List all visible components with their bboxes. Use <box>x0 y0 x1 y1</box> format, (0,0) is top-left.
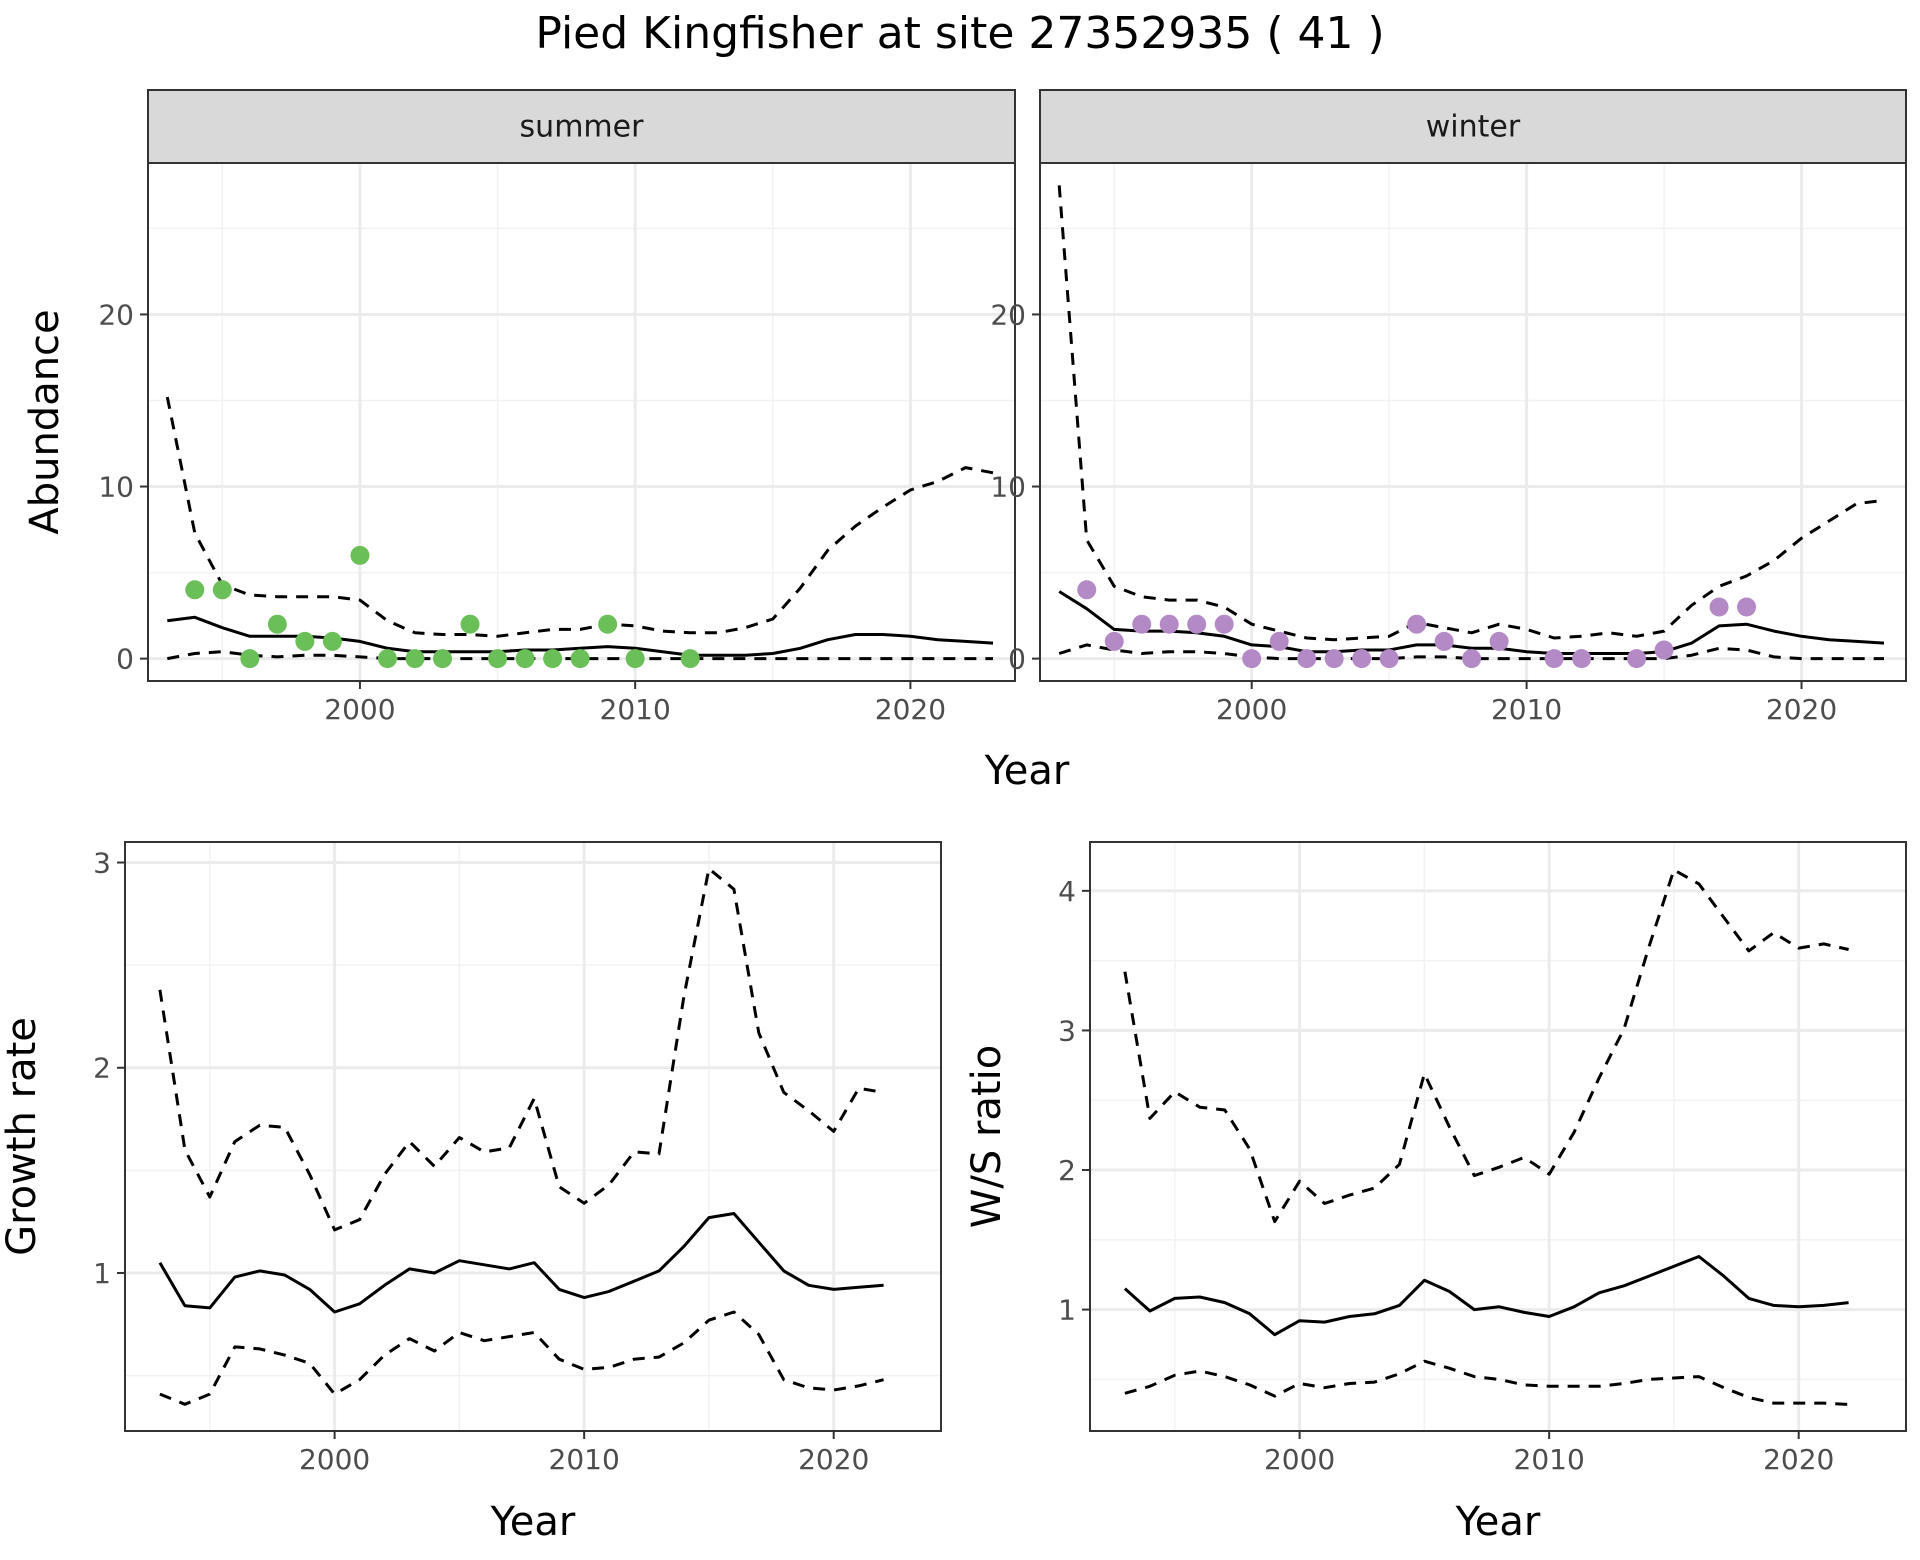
data-point <box>1159 614 1179 634</box>
data-point <box>212 580 232 600</box>
data-point <box>1544 649 1564 669</box>
series-line-estimate <box>1058 590 1885 655</box>
y-tick-label: 20 <box>990 298 1026 331</box>
data-point <box>1379 649 1399 669</box>
x-tick-label: 2020 <box>875 693 946 726</box>
data-point <box>1572 649 1592 669</box>
x-tick-label: 2000 <box>299 1443 370 1476</box>
data-point <box>1654 640 1674 660</box>
y-tick-label: 10 <box>98 471 134 504</box>
data-point <box>1214 614 1234 634</box>
facet-strip-label: summer <box>520 110 645 145</box>
x-tick-label: 2010 <box>600 693 671 726</box>
data-point <box>433 649 453 669</box>
panel-border <box>1089 841 1907 1432</box>
y-tick-label: 2 <box>1058 1154 1076 1187</box>
x-tick-label: 2000 <box>1264 1443 1335 1476</box>
series-group <box>165 396 994 669</box>
series-line-lower-bound <box>159 1310 884 1406</box>
data-point <box>1297 649 1317 669</box>
series-line-upper-bound <box>1057 185 1885 642</box>
panel-border <box>124 841 942 1432</box>
y-tick-label: 3 <box>93 847 111 880</box>
data-point <box>322 631 342 651</box>
data-point <box>350 545 370 565</box>
panel-growth: 2000 2010 2020 1 2 3 Growth rate Year <box>0 841 942 1545</box>
data-point <box>680 649 700 669</box>
data-point <box>543 649 563 669</box>
data-point <box>1709 597 1729 617</box>
panel-winter: winter 2000 2010 2020 0 10 20 <box>990 89 1907 726</box>
data-point <box>570 649 590 669</box>
data-point <box>1104 631 1124 651</box>
series-line-upper-bound <box>1123 868 1849 1224</box>
x-tick-label: 2010 <box>1514 1443 1585 1476</box>
y-tick-label: 0 <box>116 643 134 676</box>
data-point <box>267 614 287 634</box>
data-point <box>377 649 397 669</box>
data-point <box>625 649 645 669</box>
x-axis-title: Year <box>490 1499 576 1545</box>
y-axis-title: W/S ratio <box>964 1045 1010 1228</box>
series-group <box>1123 868 1849 1406</box>
panel-summer: summer 2000 2010 2020 0 10 20 Abundance <box>22 89 1016 726</box>
x-tick-label: 2020 <box>798 1443 869 1476</box>
series-line-upper-bound <box>165 396 994 638</box>
panel-border <box>147 162 1016 682</box>
y-tick-label: 0 <box>1008 643 1026 676</box>
series-line-estimate <box>158 1212 884 1314</box>
x-tick-label: 2010 <box>1491 693 1562 726</box>
data-point <box>1187 614 1207 634</box>
y-axis-title: Abundance <box>22 309 68 534</box>
facet-strip <box>147 89 1016 164</box>
y-axis-title: Growth rate <box>0 1017 45 1256</box>
data-point <box>460 614 480 634</box>
data-point <box>488 649 508 669</box>
x-tick-label: 2010 <box>549 1443 620 1476</box>
panel-ws_ratio: 2000 2010 2020 1 2 3 4 W/S ratio Year <box>964 841 1907 1545</box>
data-point <box>598 614 618 634</box>
y-tick-label: 3 <box>1058 1014 1076 1047</box>
data-point <box>1627 649 1647 669</box>
data-point <box>1352 649 1372 669</box>
data-point <box>1269 631 1289 651</box>
data-point <box>1434 631 1454 651</box>
series-line-estimate <box>1123 1255 1849 1337</box>
series-line-upper-bound <box>158 867 884 1232</box>
data-point <box>1737 597 1757 617</box>
facet-strip <box>1039 89 1907 164</box>
chart-title: Pied Kingfisher at site 27352935 ( 41 ) <box>535 8 1384 59</box>
y-tick-label: 20 <box>98 298 134 331</box>
data-point <box>1407 614 1427 634</box>
y-tick-label: 1 <box>1058 1294 1076 1327</box>
x-axis-title-top-row: Year <box>984 748 1070 794</box>
facet-strip-label: winter <box>1426 110 1521 145</box>
data-point <box>515 649 535 669</box>
data-point <box>1077 580 1097 600</box>
data-point <box>1324 649 1344 669</box>
data-point <box>1132 614 1152 634</box>
y-tick-label: 2 <box>93 1052 111 1085</box>
series-line-lower-bound <box>1124 1359 1849 1406</box>
data-point <box>185 580 205 600</box>
data-point <box>1242 649 1262 669</box>
y-tick-label: 4 <box>1058 875 1076 908</box>
x-axis-title: Year <box>1455 1499 1541 1545</box>
y-tick-label: 10 <box>990 471 1026 504</box>
x-tick-label: 2000 <box>324 693 395 726</box>
x-tick-label: 2000 <box>1216 693 1287 726</box>
data-point <box>1489 631 1509 651</box>
x-tick-label: 2020 <box>1766 693 1837 726</box>
panel-border <box>1039 162 1907 682</box>
data-point <box>295 631 315 651</box>
data-point <box>1462 649 1482 669</box>
x-tick-label: 2020 <box>1763 1443 1834 1476</box>
series-group <box>158 867 884 1406</box>
y-tick-label: 1 <box>93 1257 111 1290</box>
data-point <box>405 649 425 669</box>
series-group <box>1057 185 1885 669</box>
data-point <box>240 649 260 669</box>
